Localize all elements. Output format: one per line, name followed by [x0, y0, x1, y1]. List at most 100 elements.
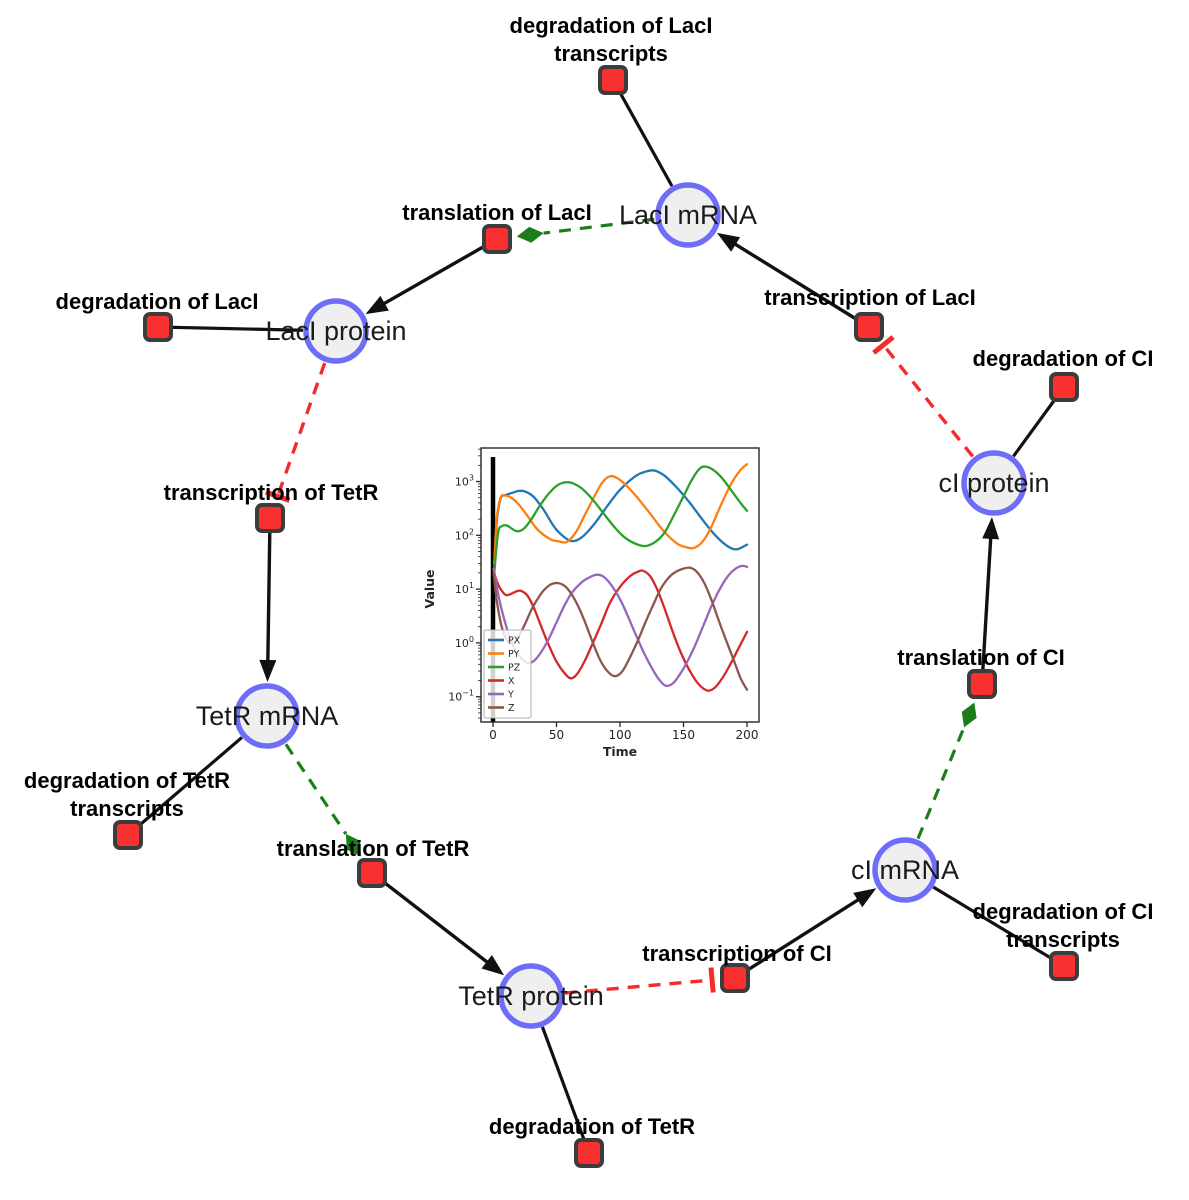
product-line: [980, 528, 993, 685]
inhibitor-tee-icon: [708, 967, 716, 993]
product-line: [726, 237, 870, 329]
reaction-square: [255, 503, 285, 533]
reaction-node-transcription-laci: [854, 312, 884, 342]
legend-label-X: X: [508, 676, 515, 687]
reaction-label-translation-laci-line0: translation of LacI: [402, 200, 591, 225]
inhibitor-line: [276, 362, 327, 497]
simulation-chart: 0 50 100 150 20010310210110010−1TimeValuePXP…: [422, 447, 760, 759]
inhibitor-tee-icon: [265, 489, 291, 503]
chart-x-axis-label: Time: [603, 744, 637, 759]
edge-tetr-protein-transcription-ci: [564, 967, 716, 995]
reaction-node-deg-ci: [1049, 372, 1079, 402]
arrowhead-icon: [259, 659, 277, 683]
reaction-label-translation-ci-line0: translation of CI: [897, 645, 1064, 670]
reactant-line: [611, 79, 674, 187]
reaction-node-translation-laci: [482, 224, 512, 254]
reaction-node-translation-ci: [967, 669, 997, 699]
nodes-layer: [113, 65, 1079, 1168]
legend-label-PZ: PZ: [508, 663, 521, 674]
species-circle: [655, 182, 721, 248]
reaction-node-transcription-tetr: [255, 503, 285, 533]
legend-label-Z: Z: [508, 703, 515, 714]
chart-legend: PX PY PZ XYZ: [483, 629, 532, 719]
legend-label-PX: PX: [508, 636, 521, 647]
modifier-line: [543, 217, 655, 235]
species-node-laci-mrna: [655, 182, 721, 248]
x-tick-label-200: 200: [736, 728, 759, 742]
chart-series-Y: [492, 564, 749, 688]
edge-translation-tetr-tetr-protein: [370, 871, 505, 976]
species-node-tetr-mrna: [234, 683, 300, 749]
reaction-label-deg-ci-transcripts-line0: degradation of CI: [973, 899, 1154, 924]
reaction-label-deg-laci-transcripts-line0: degradation of LacI: [510, 13, 713, 38]
edge-ci-protein-transcription-laci: [872, 335, 975, 458]
edge-translation-ci-ci-protein: [980, 516, 1000, 685]
arrowhead-icon: [982, 516, 1000, 540]
reaction-label-deg-ci-transcripts-line1: transcripts: [1006, 927, 1120, 952]
species-node-tetr-protein: [498, 963, 564, 1029]
reaction-square: [1049, 951, 1079, 981]
species-label-ci-protein: cI protein: [938, 468, 1049, 498]
reaction-square: [357, 858, 387, 888]
edges-layer: [126, 79, 1066, 1154]
edge-translation-laci-laci-protein: [365, 237, 498, 315]
reaction-label-translation-tetr-line0: translation of TetR: [277, 836, 470, 861]
legend-box: [483, 629, 532, 719]
reaction-node-deg-laci: [143, 312, 173, 342]
reaction-label-transcription-laci-line0: transcription of LacI: [764, 285, 975, 310]
edge-tetr-mrna-deg-tetr-transcripts: [126, 736, 243, 837]
inhibitor-tee-icon: [872, 335, 895, 355]
diamond-arrowhead-icon: [345, 833, 361, 857]
reaction-node-translation-tetr: [357, 858, 387, 888]
x-tick-label-150: 150: [672, 728, 695, 742]
chart-series-PZ: [493, 465, 749, 575]
edge-laci-protein-transcription-tetr: [265, 362, 327, 503]
species-node-laci-protein: [303, 298, 369, 364]
reactant-line: [126, 736, 243, 837]
y-tick-label-10e1: 101: [455, 581, 474, 596]
reaction-node-transcription-ci: [720, 963, 750, 993]
species-label-tetr-protein: TetR protein: [458, 981, 604, 1011]
species-label-ci-mrna: cI mRNA: [851, 855, 959, 885]
modifier-line: [916, 726, 966, 840]
species-label-laci-mrna: LacI mRNA: [619, 200, 757, 230]
edge-laci-mrna-deg-laci-transcripts: [611, 79, 674, 187]
species-circle: [303, 298, 369, 364]
edge-laci-mrna-translation-laci: [516, 217, 655, 243]
reaction-square: [574, 1138, 604, 1168]
chart-series-PY: [493, 463, 749, 565]
reaction-square: [967, 669, 997, 699]
edge-transcription-laci-laci-mrna: [716, 232, 870, 329]
x-tick-label-50: 50: [549, 728, 564, 742]
product-line: [375, 237, 498, 310]
diamond-arrowhead-icon: [961, 702, 977, 728]
species-node-ci-protein: [961, 450, 1027, 516]
reaction-square: [720, 963, 750, 993]
species-circle: [498, 963, 564, 1029]
arrowhead-icon: [853, 888, 877, 908]
y-tick-label-10e3: 103: [455, 474, 474, 489]
reaction-label-deg-ci-line0: degradation of CI: [973, 346, 1154, 371]
reaction-label-deg-tetr-transcripts-line0: degradation of TetR: [24, 768, 230, 793]
y-tick-label-10e0: 100: [455, 635, 474, 650]
y-tick-label-10e-1: 10−1: [448, 689, 474, 704]
x-tick-label-0: 0: [489, 728, 497, 742]
species-circle: [961, 450, 1027, 516]
edge-laci-protein-deg-laci: [157, 325, 304, 332]
modifier-line: [284, 743, 348, 835]
species-label-tetr-mrna: TetR mRNA: [196, 701, 339, 731]
edge-ci-mrna-translation-ci: [916, 702, 977, 840]
edge-tetr-mrna-translation-tetr: [284, 743, 361, 857]
reaction-label-deg-laci-transcripts-line1: transcripts: [554, 41, 668, 66]
product-line: [370, 871, 496, 970]
x-tick-label-100: 100: [609, 728, 632, 742]
reactant-line: [932, 885, 1065, 968]
reaction-label-deg-tetr-line0: degradation of TetR: [489, 1114, 695, 1139]
reaction-label-deg-tetr-transcripts-line1: transcripts: [70, 796, 184, 821]
reaction-square: [1049, 372, 1079, 402]
edge-transcription-tetr-tetr-mrna: [259, 517, 277, 683]
product-line: [265, 517, 272, 671]
reaction-square: [143, 312, 173, 342]
legend-label-Y: Y: [507, 690, 514, 701]
